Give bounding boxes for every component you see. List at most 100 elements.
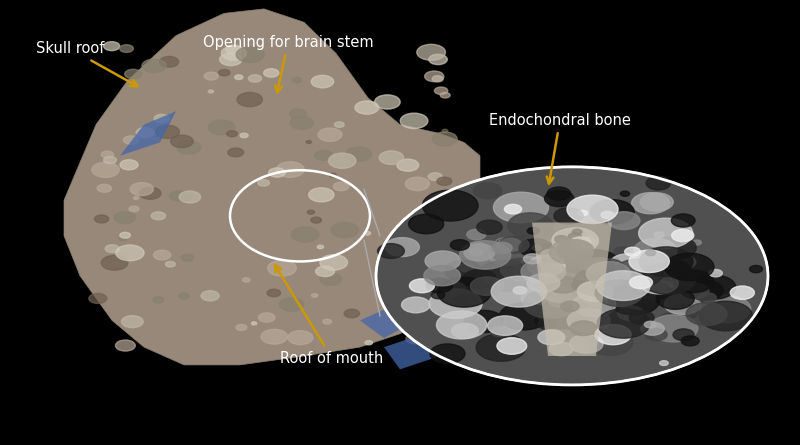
Circle shape xyxy=(432,76,443,82)
Circle shape xyxy=(434,87,448,94)
Circle shape xyxy=(622,272,650,287)
Circle shape xyxy=(646,332,658,339)
Circle shape xyxy=(584,258,614,274)
Circle shape xyxy=(491,327,509,337)
Circle shape xyxy=(437,177,452,186)
Circle shape xyxy=(638,218,693,248)
Circle shape xyxy=(538,330,565,345)
Circle shape xyxy=(426,278,453,293)
Circle shape xyxy=(92,162,119,178)
Circle shape xyxy=(264,69,279,77)
Circle shape xyxy=(701,295,751,323)
Circle shape xyxy=(209,120,235,135)
Circle shape xyxy=(665,294,701,315)
Circle shape xyxy=(103,157,117,164)
Circle shape xyxy=(630,276,653,289)
Circle shape xyxy=(567,195,618,223)
Circle shape xyxy=(641,322,664,335)
Circle shape xyxy=(177,141,201,154)
Circle shape xyxy=(491,276,546,307)
Circle shape xyxy=(568,233,582,240)
Text: Roof of mouth: Roof of mouth xyxy=(275,265,384,366)
Circle shape xyxy=(688,281,723,300)
Circle shape xyxy=(320,273,342,285)
Circle shape xyxy=(170,191,188,201)
Circle shape xyxy=(549,276,578,293)
Circle shape xyxy=(431,202,456,216)
Circle shape xyxy=(251,322,257,325)
Circle shape xyxy=(474,183,502,198)
Circle shape xyxy=(201,291,219,301)
Circle shape xyxy=(554,235,567,243)
Circle shape xyxy=(547,187,570,200)
Circle shape xyxy=(631,193,670,214)
Circle shape xyxy=(595,291,606,297)
Circle shape xyxy=(673,329,694,340)
Circle shape xyxy=(495,238,513,248)
Circle shape xyxy=(554,237,591,258)
Circle shape xyxy=(625,247,641,256)
Circle shape xyxy=(181,193,193,200)
Circle shape xyxy=(120,160,138,170)
Circle shape xyxy=(179,293,189,299)
Circle shape xyxy=(120,44,134,53)
Circle shape xyxy=(467,229,486,240)
Circle shape xyxy=(431,291,445,299)
Circle shape xyxy=(236,324,247,331)
Circle shape xyxy=(142,59,166,73)
Circle shape xyxy=(315,150,333,160)
Circle shape xyxy=(384,239,391,243)
Circle shape xyxy=(417,44,446,60)
Circle shape xyxy=(237,93,262,107)
Circle shape xyxy=(538,299,591,329)
Circle shape xyxy=(153,297,164,303)
Circle shape xyxy=(279,298,303,311)
Polygon shape xyxy=(120,111,176,156)
Circle shape xyxy=(208,90,214,93)
Circle shape xyxy=(665,253,714,281)
Circle shape xyxy=(430,344,465,364)
Circle shape xyxy=(620,191,630,196)
Circle shape xyxy=(130,182,154,195)
Text: Skull roof: Skull roof xyxy=(36,41,138,86)
Circle shape xyxy=(554,208,583,224)
Circle shape xyxy=(508,213,553,238)
Circle shape xyxy=(646,176,670,190)
Circle shape xyxy=(159,57,178,67)
Circle shape xyxy=(573,293,616,317)
Circle shape xyxy=(552,228,598,254)
Circle shape xyxy=(569,250,620,279)
Circle shape xyxy=(654,232,664,238)
Circle shape xyxy=(525,275,548,287)
Circle shape xyxy=(492,243,512,254)
Circle shape xyxy=(462,270,497,288)
Circle shape xyxy=(454,295,468,303)
Circle shape xyxy=(425,251,461,271)
Circle shape xyxy=(692,275,736,299)
Circle shape xyxy=(311,294,318,297)
Circle shape xyxy=(487,316,522,336)
Circle shape xyxy=(547,269,600,299)
Circle shape xyxy=(379,151,404,165)
Circle shape xyxy=(204,72,218,80)
Circle shape xyxy=(586,329,633,356)
Circle shape xyxy=(514,257,561,283)
Circle shape xyxy=(424,266,460,286)
Circle shape xyxy=(458,263,474,272)
Circle shape xyxy=(318,128,342,142)
Circle shape xyxy=(309,188,334,202)
Circle shape xyxy=(578,281,614,301)
Circle shape xyxy=(170,135,193,148)
Circle shape xyxy=(578,210,588,216)
Circle shape xyxy=(497,338,526,354)
Circle shape xyxy=(638,282,671,299)
Circle shape xyxy=(570,321,597,336)
Circle shape xyxy=(452,324,478,338)
Circle shape xyxy=(574,267,626,296)
Circle shape xyxy=(125,69,142,79)
Circle shape xyxy=(639,248,682,272)
Circle shape xyxy=(513,287,526,294)
Circle shape xyxy=(218,69,230,76)
Circle shape xyxy=(276,162,304,177)
Circle shape xyxy=(134,197,138,199)
